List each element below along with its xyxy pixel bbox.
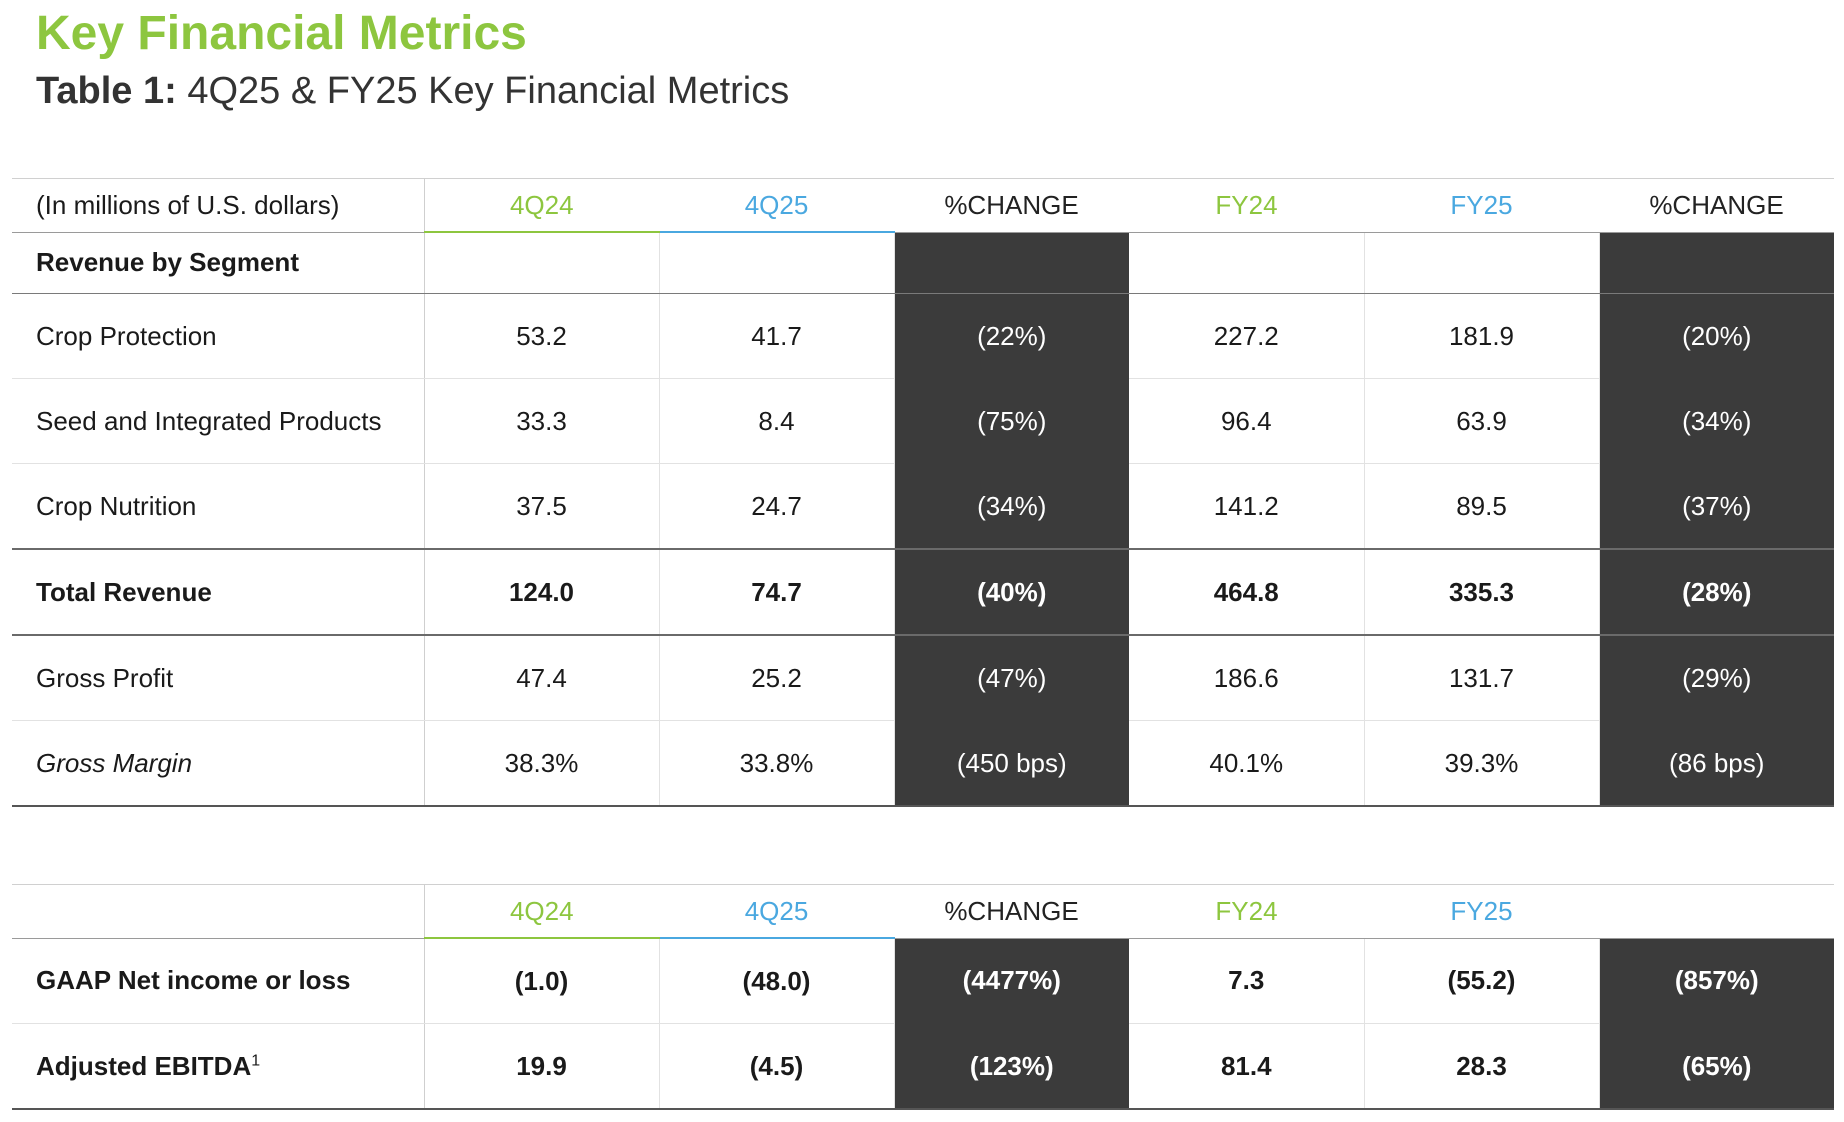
value-cell: 131.7	[1364, 635, 1600, 721]
table-row: Adjusted EBITDA1 19.9 (4.5) (123%) 81.4 …	[12, 1023, 1834, 1110]
change-cell: (20%)	[1599, 293, 1834, 379]
row-label: Seed and Integrated Products	[12, 378, 425, 464]
value-cell: (48.0)	[659, 938, 895, 1024]
value-cell: (4.5)	[659, 1023, 895, 1110]
table-row: Gross Profit 47.4 25.2 (47%) 186.6 131.7…	[12, 635, 1834, 721]
value-cell: 81.4	[1129, 1023, 1365, 1110]
row-label: Adjusted EBITDA1	[12, 1023, 425, 1110]
row-label: Gross Profit	[12, 635, 425, 721]
header-fy24: FY24	[1129, 178, 1364, 233]
empty-cell	[659, 232, 895, 294]
unit-label: (In millions of U.S. dollars)	[12, 178, 425, 233]
value-cell: 38.3%	[424, 720, 660, 807]
table-row: Crop Nutrition 37.5 24.7 (34%) 141.2 89.…	[12, 463, 1834, 550]
value-cell: 186.6	[1129, 635, 1365, 721]
change-cell: (28%)	[1599, 549, 1834, 636]
value-cell: 63.9	[1364, 378, 1600, 464]
change-cell: (86 bps)	[1599, 720, 1834, 807]
value-cell: 96.4	[1129, 378, 1365, 464]
value-cell: 33.8%	[659, 720, 895, 807]
header-year-change	[1599, 884, 1834, 939]
value-cell: 464.8	[1129, 549, 1365, 636]
header-4q24: 4Q24	[424, 884, 659, 939]
change-cell	[1599, 232, 1834, 294]
footnote-marker: 1	[251, 1051, 261, 1069]
value-cell: 41.7	[659, 293, 895, 379]
segment-label: Revenue by Segment	[12, 232, 425, 294]
value-cell: 24.7	[659, 463, 895, 550]
change-cell: (40%)	[894, 549, 1129, 636]
table-header-row: 4Q24 4Q25 %CHANGE FY24 FY25	[12, 884, 1834, 939]
change-cell: (34%)	[894, 463, 1129, 550]
key-metrics-table: (In millions of U.S. dollars) 4Q24 4Q25 …	[12, 178, 1834, 807]
change-cell: (123%)	[894, 1023, 1129, 1110]
header-year-change: %CHANGE	[1599, 178, 1834, 233]
value-cell: 141.2	[1129, 463, 1365, 550]
value-cell: 28.3	[1364, 1023, 1600, 1110]
row-label: GAAP Net income or loss	[12, 938, 425, 1024]
income-ebitda-table: 4Q24 4Q25 %CHANGE FY24 FY25 GAAP Net inc…	[12, 884, 1834, 1110]
table-row: Gross Margin 38.3% 33.8% (450 bps) 40.1%…	[12, 720, 1834, 807]
row-label: Total Revenue	[12, 549, 425, 636]
change-cell: (34%)	[1599, 378, 1834, 464]
value-cell: 33.3	[424, 378, 660, 464]
value-cell: 181.9	[1364, 293, 1600, 379]
change-cell: (65%)	[1599, 1023, 1834, 1110]
value-cell: 124.0	[424, 549, 660, 636]
change-cell: (450 bps)	[894, 720, 1129, 807]
segment-header-row: Revenue by Segment	[12, 232, 1834, 294]
table-title-text: 4Q25 & FY25 Key Financial Metrics	[176, 70, 790, 112]
empty-cell	[424, 232, 660, 294]
table-title: Table 1: 4Q25 & FY25 Key Financial Metri…	[36, 70, 789, 113]
change-cell: (4477%)	[894, 938, 1129, 1024]
change-cell: (22%)	[894, 293, 1129, 379]
table-row: Crop Protection 53.2 41.7 (22%) 227.2 18…	[12, 293, 1834, 379]
change-cell: (75%)	[894, 378, 1129, 464]
header-fy25: FY25	[1364, 178, 1599, 233]
value-cell: 37.5	[424, 463, 660, 550]
value-cell: 335.3	[1364, 549, 1600, 636]
header-quarter-change: %CHANGE	[894, 884, 1129, 939]
change-cell	[894, 232, 1129, 294]
value-cell: 40.1%	[1129, 720, 1365, 807]
value-cell: 227.2	[1129, 293, 1365, 379]
row-label: Crop Nutrition	[12, 463, 425, 550]
header-fy25: FY25	[1364, 884, 1599, 939]
empty-cell	[1364, 232, 1600, 294]
page-title: Key Financial Metrics	[36, 7, 527, 60]
change-cell: (857%)	[1599, 938, 1834, 1024]
value-cell: 25.2	[659, 635, 895, 721]
table-header-row: (In millions of U.S. dollars) 4Q24 4Q25 …	[12, 178, 1834, 233]
value-cell: 39.3%	[1364, 720, 1600, 807]
value-cell: 53.2	[424, 293, 660, 379]
table-row: GAAP Net income or loss (1.0) (48.0) (44…	[12, 938, 1834, 1024]
row-label: Crop Protection	[12, 293, 425, 379]
value-cell: (55.2)	[1364, 938, 1600, 1024]
value-cell: 8.4	[659, 378, 895, 464]
change-cell: (29%)	[1599, 635, 1834, 721]
header-4q25: 4Q25	[659, 884, 894, 939]
value-cell: (1.0)	[424, 938, 660, 1024]
header-quarter-change: %CHANGE	[894, 178, 1129, 233]
value-cell: 7.3	[1129, 938, 1365, 1024]
header-4q24: 4Q24	[424, 178, 659, 233]
value-cell: 19.9	[424, 1023, 660, 1110]
header-fy24: FY24	[1129, 884, 1364, 939]
row-label: Gross Margin	[12, 720, 425, 807]
empty-cell	[1129, 232, 1365, 294]
value-cell: 47.4	[424, 635, 660, 721]
value-cell: 89.5	[1364, 463, 1600, 550]
row-label-text: Adjusted EBITDA	[36, 1050, 252, 1081]
table-row: Seed and Integrated Products 33.3 8.4 (7…	[12, 378, 1834, 464]
change-cell: (47%)	[894, 635, 1129, 721]
empty-header-cell	[12, 884, 425, 939]
total-revenue-row: Total Revenue 124.0 74.7 (40%) 464.8 335…	[12, 549, 1834, 636]
change-cell: (37%)	[1599, 463, 1834, 550]
header-4q25: 4Q25	[659, 178, 894, 233]
value-cell: 74.7	[659, 549, 895, 636]
table-title-lead: Table 1:	[36, 70, 177, 112]
